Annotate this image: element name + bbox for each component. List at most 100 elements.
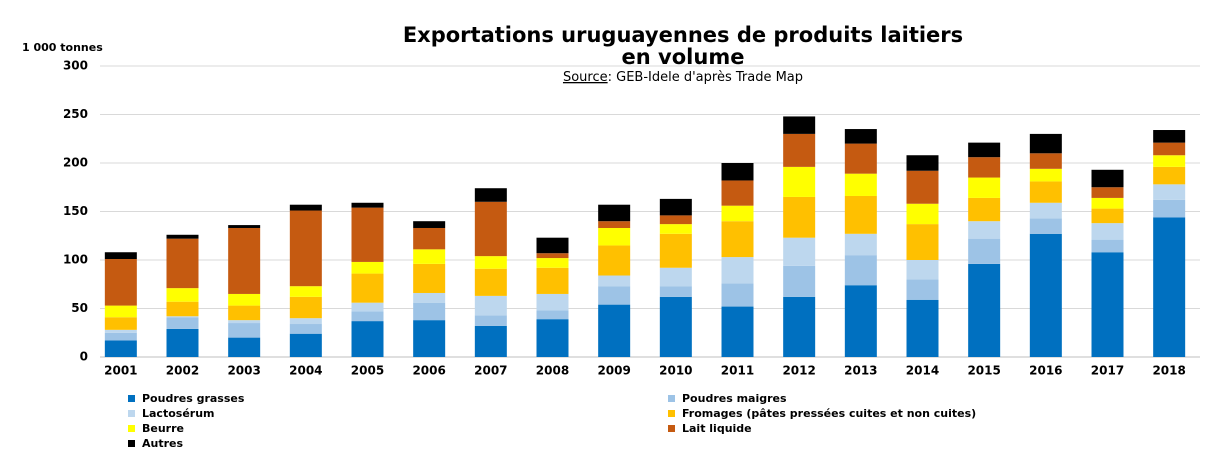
bar-segment — [413, 292, 446, 303]
x-tick-label: 2001 — [104, 364, 137, 378]
y-tick-label: 250 — [63, 107, 88, 121]
bar-segment — [906, 260, 939, 280]
bar-segment — [1091, 208, 1124, 224]
bar-segment — [1029, 181, 1062, 203]
bar-segment — [289, 204, 322, 211]
bar-segment — [968, 142, 1001, 158]
bar-segment — [906, 170, 939, 204]
bar-segment — [598, 221, 631, 228]
bar-segment — [1153, 184, 1186, 200]
bar-segment — [1153, 130, 1186, 143]
bar-segment — [783, 196, 816, 238]
bar-segment — [1029, 202, 1062, 219]
bar-segment — [351, 261, 384, 274]
bar-segment — [968, 177, 1001, 198]
legend-swatch — [128, 395, 135, 402]
bar-segment — [289, 333, 322, 357]
bar-segment — [968, 221, 1001, 239]
bar-segment — [413, 302, 446, 321]
chart-title: Exportations uruguayennes de produits la… — [403, 23, 963, 47]
bar-segment — [721, 205, 754, 222]
x-tick-label: 2007 — [474, 364, 507, 378]
bar-segment — [598, 245, 631, 276]
bar-segment — [598, 275, 631, 287]
bar-segment — [844, 233, 877, 256]
bar-segment — [536, 253, 569, 259]
bar-segment — [166, 234, 199, 239]
bar-segment — [1153, 142, 1186, 156]
bar-segment — [228, 227, 261, 294]
bar-segment — [906, 279, 939, 300]
bar-segment — [1029, 153, 1062, 169]
chart-subtitle: Source: GEB-Idele d'après Trade Map — [563, 70, 803, 85]
bar-segment — [536, 267, 569, 294]
bar-segment — [598, 304, 631, 357]
bar-segment — [474, 188, 507, 202]
bar-segment — [1091, 169, 1124, 188]
bar-segment — [536, 310, 569, 320]
bar-segment — [721, 163, 754, 181]
bar-segment — [906, 299, 939, 357]
bar-segment — [1029, 218, 1062, 234]
bar-segment — [1153, 166, 1186, 185]
y-tick-label: 100 — [63, 253, 88, 267]
bar-segment — [413, 221, 446, 228]
bar-segment — [659, 224, 692, 234]
bar-segment — [351, 207, 384, 262]
bar-segment — [1091, 187, 1124, 198]
bar-segment — [228, 320, 261, 324]
x-tick-label: 2014 — [906, 364, 939, 378]
bar-segment — [906, 203, 939, 225]
bar-segment — [166, 328, 199, 357]
bar-segment — [474, 325, 507, 357]
bar-segment — [844, 143, 877, 174]
legend-swatch — [668, 410, 675, 417]
bar-segment — [968, 197, 1001, 222]
bar-segment — [413, 249, 446, 264]
legend-label: Autres — [142, 437, 183, 450]
bar-segment — [844, 255, 877, 286]
bar-segment — [1029, 233, 1062, 357]
bar-segment — [783, 133, 816, 167]
bar-segment — [351, 202, 384, 208]
bar-segment — [1091, 197, 1124, 209]
bar-segment — [783, 237, 816, 266]
subtitle-label: Source — [563, 70, 608, 85]
bar-segment — [166, 316, 199, 318]
x-tick-label: 2010 — [659, 364, 692, 378]
bar-segment — [1091, 239, 1124, 253]
subtitle-text: : GEB-Idele d'après Trade Map — [608, 70, 803, 85]
bar-segment — [598, 204, 631, 222]
bar-segment — [413, 227, 446, 250]
bar-segment — [104, 317, 137, 330]
bar-segment — [906, 155, 939, 171]
bar-segment — [228, 323, 261, 338]
legend-swatch — [668, 395, 675, 402]
bar-segment — [1153, 155, 1186, 167]
bar-segment — [474, 268, 507, 296]
y-tick-label: 0 — [80, 350, 88, 364]
y-axis-label: 1 000 tonnes — [22, 41, 103, 54]
bar-segment — [166, 288, 199, 302]
bar-segment — [783, 265, 816, 297]
bar-segment — [536, 319, 569, 357]
bar-segment — [1153, 217, 1186, 357]
bar-segment — [289, 318, 322, 325]
x-tick-label: 2011 — [721, 364, 754, 378]
x-tick-label: 2013 — [844, 364, 877, 378]
x-tick-label: 2006 — [412, 364, 445, 378]
bar-segment — [598, 286, 631, 305]
bar-segment — [1029, 133, 1062, 154]
bar-segment — [351, 311, 384, 322]
bar-segment — [536, 258, 569, 268]
bar-segment — [659, 198, 692, 216]
legend-label: Lactosérum — [142, 407, 215, 420]
x-tick-label: 2008 — [536, 364, 569, 378]
bar-segment — [721, 257, 754, 284]
bar-segment — [104, 329, 137, 333]
bar-segment — [228, 293, 261, 306]
legend-swatch — [128, 440, 135, 447]
bar-segment — [289, 210, 322, 287]
x-tick-label: 2016 — [1029, 364, 1062, 378]
